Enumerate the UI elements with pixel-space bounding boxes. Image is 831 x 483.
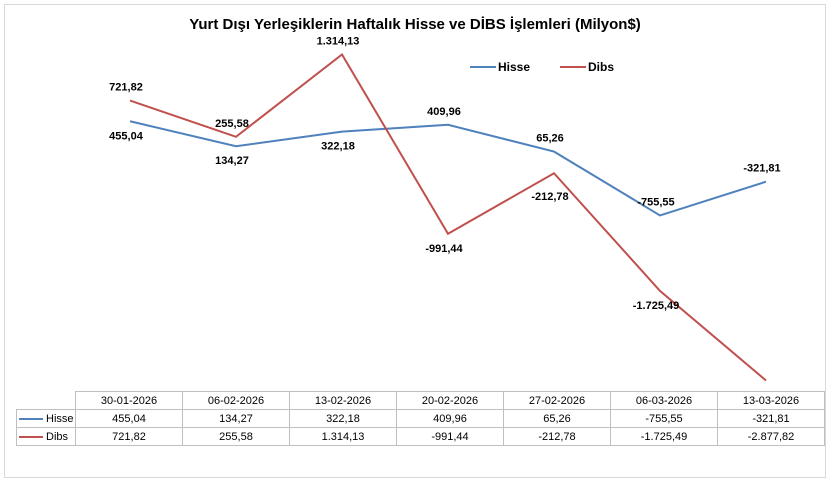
- table-row-key: Dibs: [16, 427, 76, 446]
- data-table: 30-01-2026 06-02-2026 13-02-2026 20-02-2026…: [16, 391, 825, 446]
- table-cell: 1.314,13: [289, 427, 397, 446]
- table-cell: -991,44: [396, 427, 504, 446]
- table-cell: 255,58: [182, 427, 290, 446]
- table-row: Hisse 455,04 134,27 322,18 409,96 65,26 -755,5…: [16, 409, 825, 428]
- data-label-dibs: -1.725,49: [633, 300, 679, 312]
- data-label-dibs: -991,44: [425, 243, 463, 255]
- legend-key-line: [19, 435, 43, 438]
- table-header-row: 30-01-2026 06-02-2026 13-02-2026 20-02-2026…: [16, 391, 825, 410]
- legend-label: Hisse: [498, 60, 530, 74]
- legend-item-hisse: Hisse: [470, 60, 530, 74]
- data-label-dibs: 255,58: [215, 118, 249, 130]
- table-cell: 134,27: [182, 409, 290, 428]
- table-column-header: 27-02-2026: [503, 391, 611, 410]
- data-label-hisse: 322,18: [321, 141, 355, 153]
- legend-item-dibs: Dibs: [560, 60, 614, 74]
- plot-area: 455,04 134,27 322,18 409,96 65,26 -755,55 -321…: [109, 35, 785, 392]
- table-cell: -1.725,49: [610, 427, 718, 446]
- table-column-header: 06-02-2026: [182, 391, 290, 410]
- table-row-label: Hisse: [46, 412, 74, 425]
- table-column-header: 06-03-2026: [610, 391, 718, 410]
- table-cell: 409,96: [396, 409, 504, 428]
- data-label-hisse: 134,27: [215, 155, 249, 167]
- legend: Hisse Dibs: [470, 60, 614, 74]
- table-column-header: 13-03-2026: [717, 391, 825, 410]
- table-column-header: 30-01-2026: [75, 391, 183, 410]
- table-row-key: Hisse: [16, 409, 76, 428]
- table-row: Dibs 721,82 255,58 1.314,13 -991,44 -212,78 -1…: [16, 427, 825, 446]
- legend-label: Dibs: [588, 60, 614, 74]
- table-row-label: Dibs: [46, 430, 69, 443]
- data-label-dibs: -212,78: [531, 191, 568, 203]
- data-label-dibs: 1.314,13: [317, 35, 360, 47]
- table-cell: 455,04: [75, 409, 183, 428]
- data-label-hisse: 65,26: [536, 133, 564, 145]
- table-corner: [16, 391, 76, 410]
- data-label-hisse: 455,04: [109, 130, 144, 142]
- series-line-hisse: [129, 120, 767, 217]
- chart-title: Yurt Dışı Yerleşiklerin Haftalık Hisse v…: [189, 16, 641, 33]
- table-cell: -2.877,82: [717, 427, 825, 446]
- table-column-header: 13-02-2026: [289, 391, 397, 410]
- table-cell: -755,55: [610, 409, 718, 428]
- table-cell: 721,82: [75, 427, 183, 446]
- data-label-hisse: 409,96: [427, 106, 461, 118]
- table-cell: 322,18: [289, 409, 397, 428]
- line-chart: Yurt Dışı Yerleşiklerin Haftalık Hisse v…: [109, 16, 785, 392]
- data-label-hisse: -321,81: [743, 163, 780, 175]
- data-label-dibs: -2.877,82: [739, 389, 785, 392]
- table-cell: 65,26: [503, 409, 611, 428]
- legend-key-line: [19, 417, 43, 420]
- chart-frame: [4, 4, 826, 478]
- data-label-hisse: -755,55: [637, 196, 674, 208]
- table-cell: -321,81: [717, 409, 825, 428]
- data-label-dibs: 721,82: [109, 82, 143, 94]
- series-line-dibs: [129, 52, 767, 382]
- table-column-header: 20-02-2026: [396, 391, 504, 410]
- table-cell: -212,78: [503, 427, 611, 446]
